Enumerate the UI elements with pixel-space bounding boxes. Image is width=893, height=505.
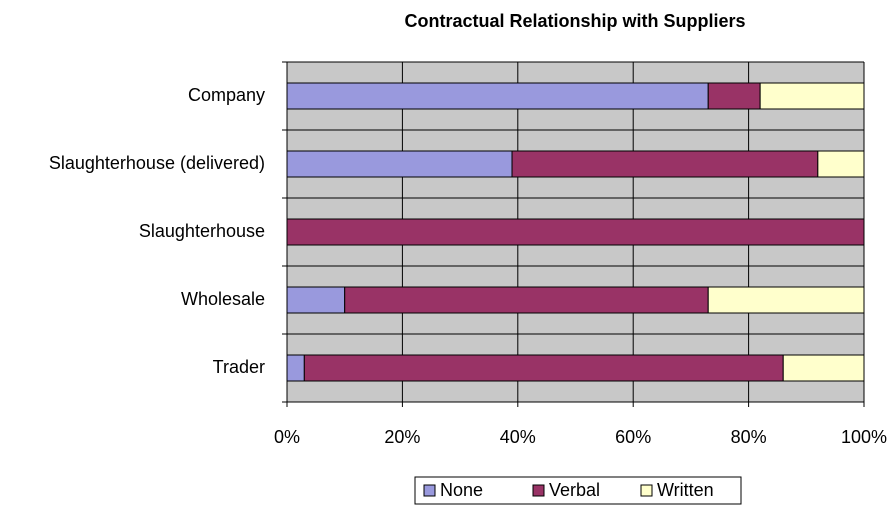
x-tick-label: 40% bbox=[500, 427, 536, 447]
bar-segment bbox=[286, 286, 346, 314]
legend-label: None bbox=[440, 480, 483, 500]
y-tick-label: Slaughterhouse (delivered) bbox=[49, 153, 265, 173]
legend-swatch bbox=[423, 484, 436, 497]
y-tick-label: Company bbox=[188, 85, 265, 105]
bar-segment bbox=[286, 82, 709, 110]
x-tick-label: 60% bbox=[615, 427, 651, 447]
legend-swatch bbox=[640, 484, 653, 497]
bar-segment bbox=[759, 82, 865, 110]
bar-segment bbox=[707, 286, 865, 314]
x-tick-label: 100% bbox=[841, 427, 887, 447]
bar-segment bbox=[707, 82, 761, 110]
bar-segment bbox=[286, 150, 513, 178]
chart-title: Contractual Relationship with Suppliers bbox=[404, 11, 745, 31]
bar-segment bbox=[817, 150, 865, 178]
y-tick-label: Trader bbox=[213, 357, 265, 377]
bar-segment bbox=[782, 354, 865, 382]
bar-segment bbox=[286, 354, 305, 382]
legend-label: Verbal bbox=[549, 480, 600, 500]
bar-segment bbox=[303, 354, 784, 382]
legend-swatch bbox=[532, 484, 545, 497]
x-tick-label: 0% bbox=[274, 427, 300, 447]
legend-box bbox=[414, 476, 742, 505]
x-tick-label: 80% bbox=[731, 427, 767, 447]
bar-segment bbox=[286, 218, 865, 246]
y-tick-label: Slaughterhouse bbox=[139, 221, 265, 241]
bar-segment bbox=[511, 150, 819, 178]
legend-label: Written bbox=[657, 480, 714, 500]
y-tick-label: Wholesale bbox=[181, 289, 265, 309]
bar-segment bbox=[344, 286, 709, 314]
x-tick-label: 20% bbox=[384, 427, 420, 447]
